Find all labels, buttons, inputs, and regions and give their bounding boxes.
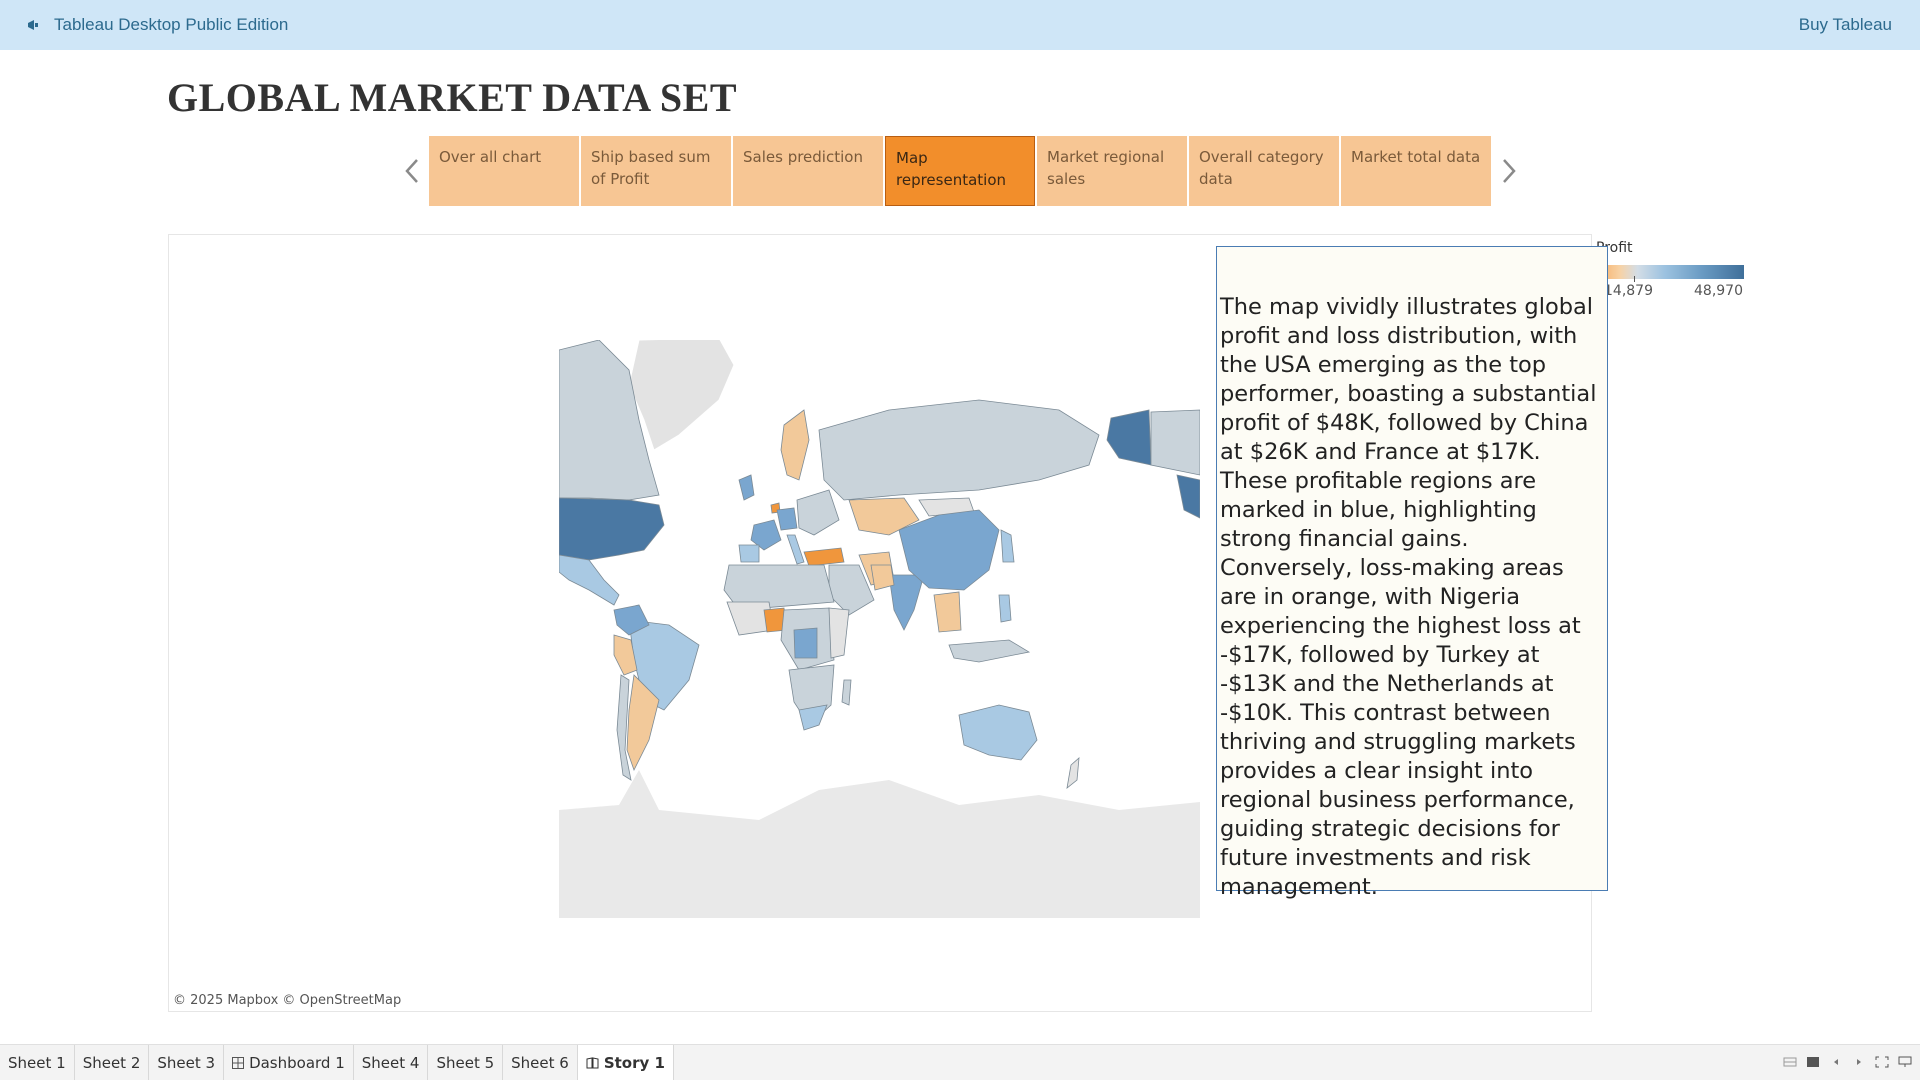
- region-chile[interactable]: [616, 674, 632, 781]
- region-usa[interactable]: [559, 497, 665, 561]
- region-indonesia[interactable]: [948, 639, 1031, 663]
- region-china[interactable]: [898, 509, 1000, 591]
- tab-sheet-3[interactable]: Sheet 3: [149, 1045, 225, 1080]
- dashboard-icon: [232, 1056, 245, 1069]
- tab-dashboard-1[interactable]: Dashboard 1: [224, 1045, 354, 1080]
- story-point-over-all-chart[interactable]: Over all chart: [429, 136, 579, 206]
- status-icons: [1783, 1055, 1912, 1069]
- region-usa-east-wrap[interactable]: [1176, 474, 1200, 519]
- region-korea-japan[interactable]: [1000, 529, 1015, 563]
- story-point-sales-prediction[interactable]: Sales prediction: [733, 136, 883, 206]
- region-uk[interactable]: [738, 474, 755, 501]
- single-view-icon[interactable]: [1806, 1055, 1820, 1069]
- story-point-overall-category-data[interactable]: Overall category data: [1189, 136, 1339, 206]
- story-navigator: Over all chart Ship based sum of Profit …: [429, 136, 1491, 206]
- legend-color-ramp: [1600, 265, 1744, 279]
- tab-sheet-1[interactable]: Sheet 1: [0, 1045, 75, 1080]
- region-russia[interactable]: [818, 399, 1100, 501]
- legend-zero-tick: [1634, 276, 1635, 282]
- top-bar: Tableau Desktop Public Edition Buy Table…: [0, 0, 1920, 50]
- story-icon: [586, 1056, 599, 1068]
- region-greenland[interactable]: [628, 340, 735, 451]
- region-scandinavia[interactable]: [780, 409, 810, 481]
- story-point-market-regional-sales[interactable]: Market regional sales: [1037, 136, 1187, 206]
- tab-label: Sheet 3: [157, 1053, 216, 1072]
- tab-story-1[interactable]: Story 1: [577, 1045, 674, 1080]
- legend-min-label: 14,879: [1604, 283, 1653, 299]
- next-story-point-button[interactable]: [1497, 153, 1521, 189]
- next-icon[interactable]: [1852, 1055, 1866, 1069]
- region-canada-east-wrap[interactable]: [1150, 409, 1200, 476]
- story-point-ship-profit[interactable]: Ship based sum of Profit: [581, 136, 731, 206]
- tab-sheet-2[interactable]: Sheet 2: [75, 1045, 150, 1080]
- region-southeast-asia[interactable]: [933, 591, 962, 633]
- region-italy[interactable]: [786, 534, 805, 565]
- region-spain[interactable]: [738, 544, 760, 563]
- region-philippines[interactable]: [998, 594, 1012, 623]
- tab-label: Sheet 4: [361, 1053, 420, 1072]
- previous-story-point-button[interactable]: [400, 153, 424, 189]
- tab-label: Sheet 2: [82, 1053, 141, 1072]
- region-india[interactable]: [888, 574, 925, 631]
- megaphone-icon: [28, 20, 38, 30]
- tab-sheet-6[interactable]: Sheet 6: [503, 1045, 578, 1080]
- chevron-right-icon: [1503, 159, 1516, 183]
- world-map[interactable]: [559, 340, 1200, 918]
- story-point-map-representation[interactable]: Map representation: [885, 136, 1035, 206]
- region-congo[interactable]: [793, 627, 818, 659]
- region-central-asia[interactable]: [848, 497, 920, 536]
- region-france[interactable]: [750, 519, 782, 551]
- tab-sheet-4[interactable]: Sheet 4: [354, 1045, 429, 1080]
- buy-tableau-link[interactable]: Buy Tableau: [1798, 15, 1892, 34]
- tab-sheet-5[interactable]: Sheet 5: [428, 1045, 504, 1080]
- chevron-left-icon: [405, 159, 418, 183]
- tab-label: Story 1: [603, 1053, 665, 1072]
- story-annotation[interactable]: The map vividly illustrates global profi…: [1216, 246, 1608, 900]
- region-australia[interactable]: [958, 704, 1038, 761]
- region-madagascar[interactable]: [841, 679, 852, 706]
- legend-max-label: 48,970: [1694, 283, 1743, 299]
- region-north-africa[interactable]: [723, 564, 835, 611]
- region-germany[interactable]: [776, 507, 798, 531]
- region-alaska[interactable]: [1106, 409, 1152, 466]
- tab-label: Dashboard 1: [249, 1053, 345, 1072]
- brand: Tableau Desktop Public Edition: [26, 15, 288, 35]
- region-turkey[interactable]: [803, 547, 845, 567]
- region-antarctica[interactable]: [559, 770, 1200, 918]
- region-colombia[interactable]: [613, 604, 650, 636]
- region-east-africa[interactable]: [828, 607, 850, 659]
- region-pakistan[interactable]: [870, 564, 895, 591]
- region-canada[interactable]: [559, 340, 660, 501]
- map-attribution[interactable]: © 2025 Mapbox © OpenStreetMap: [173, 993, 402, 1008]
- story-title: GLOBAL MARKET DATA SET: [167, 75, 738, 120]
- prev-icon[interactable]: [1829, 1055, 1843, 1069]
- region-mexico[interactable]: [559, 554, 620, 606]
- region-peru[interactable]: [613, 634, 638, 676]
- tab-label: Sheet 6: [511, 1053, 569, 1072]
- region-south-africa[interactable]: [798, 704, 828, 731]
- present-icon[interactable]: [1898, 1055, 1912, 1069]
- region-argentina[interactable]: [626, 674, 660, 772]
- app-title: Tableau Desktop Public Edition: [54, 15, 289, 34]
- story-point-market-total-data[interactable]: Market total data: [1341, 136, 1491, 206]
- tab-label: Sheet 5: [436, 1053, 495, 1072]
- region-new-zealand[interactable]: [1066, 757, 1080, 789]
- fullscreen-icon[interactable]: [1875, 1055, 1889, 1069]
- sheet-tab-bar: Sheet 1 Sheet 2 Sheet 3 Dashboard 1 Shee…: [0, 1044, 1920, 1080]
- grid-view-icon[interactable]: [1783, 1055, 1797, 1069]
- tab-label: Sheet 1: [8, 1053, 66, 1072]
- region-eastern-europe[interactable]: [796, 489, 840, 536]
- world-map-svg: [559, 340, 1200, 918]
